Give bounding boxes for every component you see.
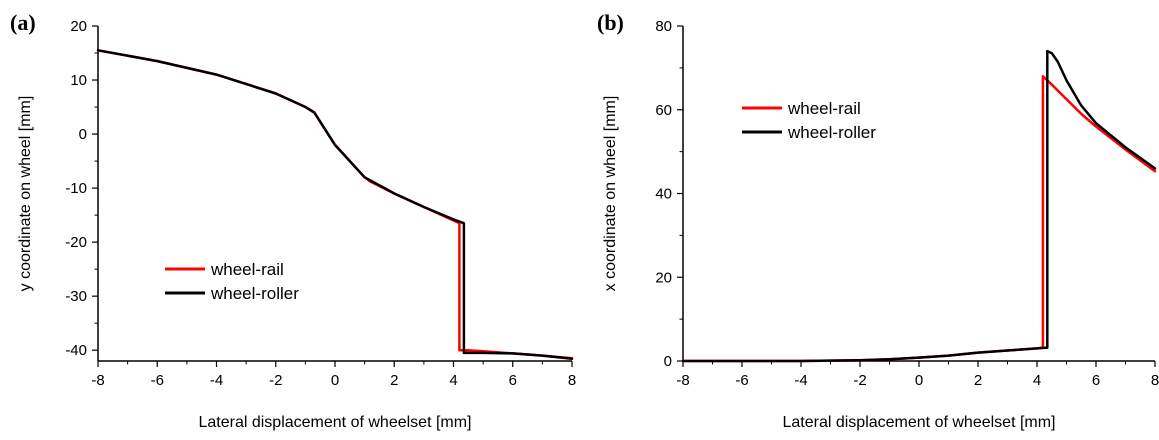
chart-panel-0: (a)-8 -6 -4 -2 0 2 4 6 8-40-30-20-1001020Lateral…	[10, 10, 576, 431]
y-tick-label: 40	[655, 186, 672, 203]
legend-label-wheel-rail: wheel-rail	[787, 99, 861, 118]
x-tick-label: 4	[449, 372, 457, 389]
y-axis-title: x coordinate on wheel [mm]	[602, 96, 619, 292]
y-tick-label: 20	[70, 18, 87, 35]
y-tick-label: -40	[65, 342, 87, 359]
series-line-wheel-rail	[681, 75, 1157, 363]
y-tick-label: 10	[70, 72, 87, 89]
legend-label-wheel-roller: wheel-roller	[210, 284, 299, 303]
x-tick-label: 8	[1151, 372, 1159, 389]
x-tick-label: 6	[1092, 372, 1100, 389]
x-tick-label: -2	[269, 372, 282, 389]
x-tick-label: -6	[735, 372, 748, 389]
x-tick-label: 6	[509, 372, 517, 389]
x-tick-label: -6	[151, 372, 164, 389]
series-line-wheel-roller	[681, 49, 1157, 363]
x-tick-label: 2	[390, 372, 398, 389]
y-tick-label: 0	[664, 353, 672, 370]
series-line-wheel-rail	[96, 49, 574, 360]
y-tick-label: 80	[655, 18, 672, 35]
x-axis-title: Lateral displacement of wheelset [mm]	[782, 414, 1055, 431]
y-tick-label: 20	[655, 269, 672, 286]
x-tick-label: -4	[210, 372, 223, 389]
y-tick-label: -30	[65, 288, 87, 305]
x-tick-label: -4	[794, 372, 807, 389]
panel-label: (a)	[10, 10, 36, 35]
y-axis-title: y coordinate on wheel [mm]	[17, 96, 34, 292]
legend-label-wheel-rail: wheel-rail	[210, 260, 284, 279]
x-tick-label: 4	[1033, 372, 1041, 389]
y-tick-label: 60	[655, 102, 672, 119]
y-tick-label: -10	[65, 180, 87, 197]
series-line-wheel-roller	[96, 49, 574, 361]
y-tick-label: -20	[65, 234, 87, 251]
x-tick-label: -8	[91, 372, 104, 389]
y-tick-label: 0	[79, 126, 87, 143]
panel-label: (b)	[597, 10, 624, 35]
x-tick-label: -2	[853, 372, 866, 389]
x-tick-label: 2	[974, 372, 982, 389]
x-tick-label: 0	[331, 372, 339, 389]
legend-label-wheel-roller: wheel-roller	[787, 123, 876, 142]
x-tick-label: 0	[915, 372, 923, 389]
x-tick-label: -8	[676, 372, 689, 389]
x-axis-title: Lateral displacement of wheelset [mm]	[198, 414, 471, 431]
x-tick-label: 8	[568, 372, 576, 389]
